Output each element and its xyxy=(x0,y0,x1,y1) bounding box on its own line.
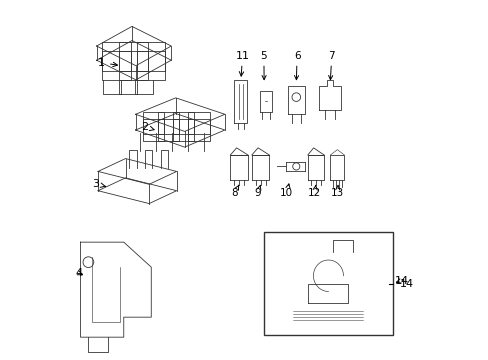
Bar xyxy=(264,232,392,336)
Text: 13: 13 xyxy=(330,185,344,198)
Text: 8: 8 xyxy=(231,185,238,198)
Text: 2: 2 xyxy=(141,122,154,132)
Text: 3: 3 xyxy=(93,179,105,189)
Text: 14: 14 xyxy=(399,279,413,289)
Text: 5: 5 xyxy=(260,50,266,80)
Text: 12: 12 xyxy=(307,185,321,198)
Text: 6: 6 xyxy=(293,50,300,80)
Text: 9: 9 xyxy=(254,185,261,198)
Text: 4: 4 xyxy=(76,269,83,278)
Text: 10: 10 xyxy=(280,184,293,198)
Text: 1: 1 xyxy=(98,58,117,68)
Text: 7: 7 xyxy=(328,50,334,80)
Text: 11: 11 xyxy=(235,50,249,76)
Text: 14: 14 xyxy=(394,276,408,285)
